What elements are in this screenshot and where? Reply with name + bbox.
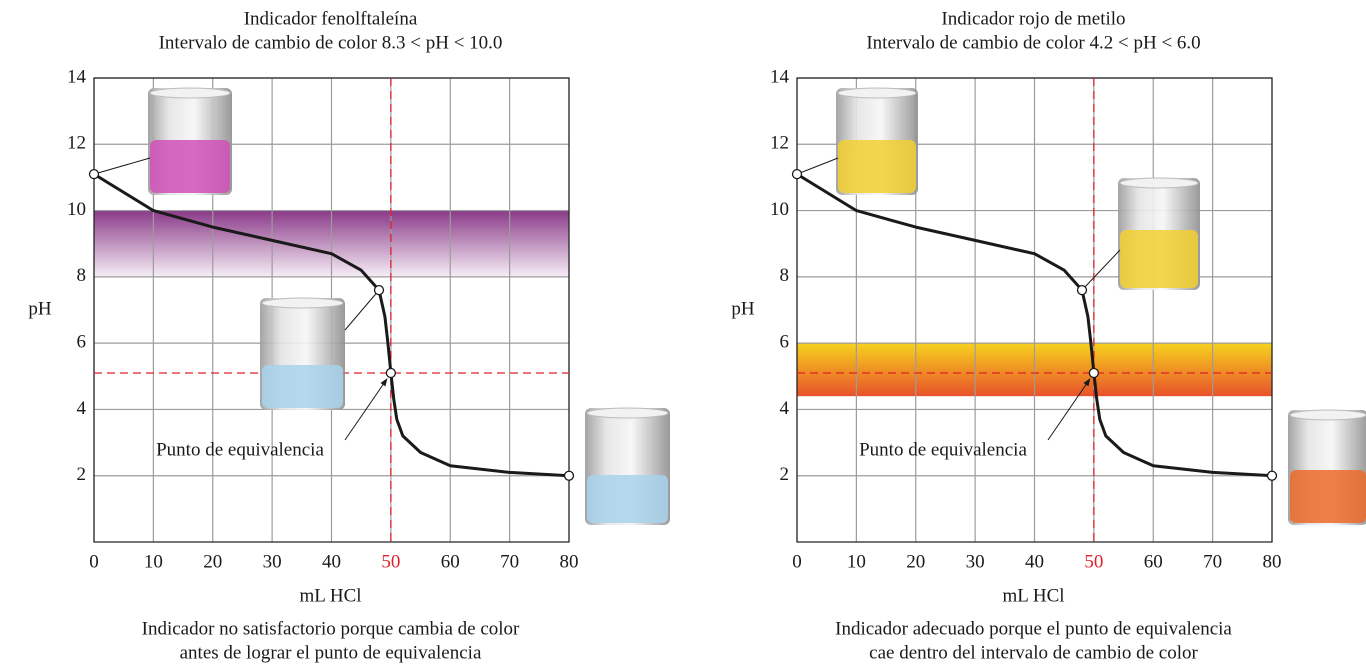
- y-tick-label: 14: [67, 66, 87, 87]
- x-tick-label: 50: [381, 551, 400, 572]
- x-tick-label: 40: [322, 551, 341, 572]
- beaker-rim: [837, 87, 917, 99]
- x-tick-label: 80: [1263, 551, 1282, 572]
- leader-line: [1081, 249, 1121, 291]
- x-tick-label: 70: [1203, 551, 1222, 572]
- y-tick-label: 12: [67, 133, 86, 154]
- y-tick-label: 12: [770, 133, 789, 154]
- x-tick-label: 0: [89, 551, 99, 572]
- beaker: [585, 407, 670, 525]
- plot-frame: [796, 77, 1273, 543]
- annotation-arrow: [1047, 378, 1091, 441]
- chart-title: Indicador fenolftaleína: [244, 8, 418, 29]
- beaker: [260, 297, 345, 410]
- caption: Indicador no satisfactorio porque cambia…: [142, 618, 520, 639]
- point-marker: [1266, 470, 1278, 481]
- y-tick-label: 10: [770, 199, 789, 220]
- titration-curve: [93, 172, 570, 478]
- point-marker: [563, 470, 575, 481]
- x-tick-label: 20: [906, 551, 925, 572]
- y-tick-label: 8: [780, 265, 790, 286]
- caption: antes de lograr el punto de equivalencia: [180, 642, 482, 663]
- y-tick-label: 4: [77, 398, 87, 419]
- y-tick-label: 10: [67, 199, 86, 220]
- y-tick-label: 8: [77, 265, 87, 286]
- y-tick-label: 6: [77, 332, 87, 353]
- chart-subtitle: Intervalo de cambio de color 4.2 < pH < …: [866, 32, 1200, 53]
- annotation: Punto de equivalencia: [859, 439, 1027, 460]
- point-marker: [1088, 367, 1100, 379]
- x-tick-label: 30: [966, 551, 985, 572]
- beaker: [1288, 409, 1366, 525]
- beaker-liquid: [1120, 230, 1198, 288]
- y-axis-label: pH: [28, 298, 52, 319]
- annotation-arrow: [344, 378, 388, 441]
- x-tick-label: 60: [1144, 551, 1163, 572]
- x-tick-label: 70: [500, 551, 519, 572]
- x-tick-label: 50: [1084, 551, 1103, 572]
- x-tick-label: 40: [1025, 551, 1044, 572]
- point-marker: [385, 367, 397, 379]
- leader-line: [344, 289, 380, 331]
- point-marker: [1076, 284, 1088, 296]
- x-tick-label: 0: [792, 551, 802, 572]
- caption: cae dentro del intervalo de cambio de co…: [869, 642, 1198, 663]
- x-tick-label: 10: [847, 551, 866, 572]
- x-tick-label: 60: [441, 551, 460, 572]
- beaker: [836, 87, 918, 195]
- beaker-rim: [586, 407, 669, 419]
- point-marker: [88, 168, 100, 180]
- annotation: Punto de equivalencia: [156, 439, 324, 460]
- x-tick-label: 30: [263, 551, 282, 572]
- y-tick-label: 4: [780, 398, 790, 419]
- x-axis-label: mL HCl: [1002, 585, 1064, 606]
- beaker-rim: [149, 87, 231, 99]
- y-tick-label: 6: [780, 332, 790, 353]
- y-tick-label: 14: [770, 66, 790, 87]
- beaker-rim: [1119, 177, 1199, 189]
- y-axis-label: pH: [731, 298, 755, 319]
- beaker-liquid: [262, 365, 343, 408]
- beaker: [148, 87, 232, 195]
- point-marker: [373, 284, 385, 296]
- x-axis-label: mL HCl: [299, 585, 361, 606]
- leader-line: [796, 157, 839, 175]
- beaker-liquid: [838, 140, 916, 193]
- y-tick-label: 2: [77, 464, 87, 485]
- beaker-liquid: [1290, 470, 1366, 523]
- point-marker: [791, 168, 803, 180]
- caption: Indicador adecuado porque el punto de eq…: [835, 618, 1232, 639]
- chart-subtitle: Intervalo de cambio de color 8.3 < pH < …: [159, 32, 503, 53]
- plot-frame: [93, 77, 570, 543]
- x-tick-label: 10: [144, 551, 163, 572]
- leader-line: [93, 157, 151, 175]
- beaker: [1118, 177, 1200, 290]
- x-tick-label: 20: [203, 551, 222, 572]
- beaker-liquid: [587, 475, 668, 523]
- y-tick-label: 2: [780, 464, 790, 485]
- beaker-rim: [261, 297, 344, 309]
- titration-curve: [796, 172, 1273, 478]
- x-tick-label: 80: [560, 551, 579, 572]
- beaker-liquid: [150, 140, 230, 193]
- beaker-rim: [1289, 409, 1366, 421]
- chart-title: Indicador rojo de metilo: [941, 8, 1125, 29]
